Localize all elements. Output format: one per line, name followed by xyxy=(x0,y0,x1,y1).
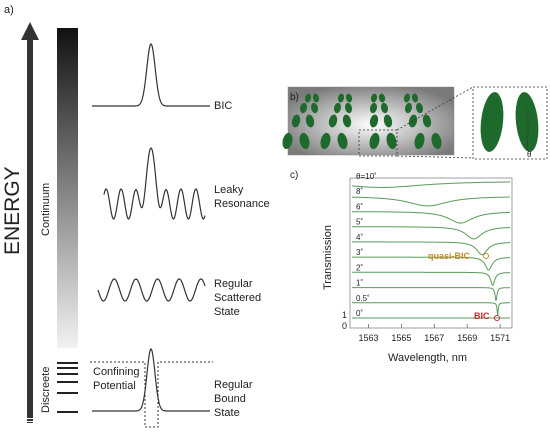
x-tick-label: 1569 xyxy=(457,333,477,343)
y-tick-1: 1 xyxy=(342,310,347,320)
metasurface-ellipse xyxy=(345,102,352,114)
transmission-curve xyxy=(352,181,510,188)
metasurface-ellipse xyxy=(414,132,425,150)
angle-label: θ=10˚ xyxy=(356,172,377,181)
angle-label: 5˚ xyxy=(356,218,363,227)
discrete-levels xyxy=(57,362,78,413)
metasurface-view xyxy=(282,86,474,159)
metasurface-ellipse xyxy=(337,132,348,150)
y-axis-label: Transmission xyxy=(322,225,334,290)
metasurface-ellipse xyxy=(300,102,307,114)
leaky-resonance-waveform xyxy=(103,147,206,220)
angle-label: 1˚ xyxy=(356,279,363,288)
transmission-curve xyxy=(352,196,510,207)
x-axis-label: Wavelength, nm xyxy=(388,352,467,364)
angle-label: 4˚ xyxy=(356,233,363,242)
metasurface-ellipse xyxy=(311,102,318,114)
metasurface-ellipse xyxy=(381,102,388,114)
metasurface-ellipse xyxy=(305,114,315,128)
angle-label: 2˚ xyxy=(356,263,363,272)
bound-label-3: State xyxy=(214,407,240,419)
leaky-label-2: Resonance xyxy=(214,198,270,210)
confining-label-1: Confining xyxy=(93,366,139,378)
discreete-label: Discreete xyxy=(40,367,52,413)
theta-symbol: θ xyxy=(527,150,532,159)
metasurface-ellipse xyxy=(369,132,380,150)
metasurface-ellipse xyxy=(411,93,419,103)
metasurface-ellipse xyxy=(304,93,312,103)
angle-label: 6˚ xyxy=(356,202,363,211)
metasurface-ellipse xyxy=(431,132,442,150)
confining-potential-well xyxy=(90,361,213,428)
bic-marker xyxy=(493,314,501,322)
panel-c-tag: c) xyxy=(290,170,298,181)
metasurface-ellipse xyxy=(345,93,353,103)
metasurface-ellipse xyxy=(328,114,338,128)
scattered-state-waveform xyxy=(97,278,206,302)
metasurface-ellipse xyxy=(320,132,331,150)
metasurface-ellipse xyxy=(370,93,378,103)
transmission-curve xyxy=(352,287,510,301)
metasurface-ellipse xyxy=(378,93,386,103)
metasurface-ellipse xyxy=(291,114,301,128)
bound-label-1: Regular xyxy=(214,379,253,391)
angle-label: 3˚ xyxy=(356,248,363,257)
metasurface-ellipse xyxy=(282,132,293,150)
transmission-curve xyxy=(352,271,510,286)
x-tick-label: 1565 xyxy=(391,333,411,343)
metasurface-ellipse xyxy=(386,132,397,150)
continuum-bar xyxy=(57,28,78,348)
metasurface-ellipse xyxy=(403,93,411,103)
metasurface-ellipse xyxy=(337,93,345,103)
quasi-bic-annotation: quasi-BIC xyxy=(428,251,471,261)
metasurface-ellipse xyxy=(383,114,393,128)
x-tick-label: 1567 xyxy=(424,333,444,343)
angle-label: 0˚ xyxy=(356,309,363,318)
bound-state-waveform xyxy=(92,348,210,412)
metasurface-ellipse xyxy=(370,102,377,114)
metasurface-ellipse xyxy=(408,114,418,128)
unit-cell-zoom xyxy=(472,86,548,160)
transmission-chart: 1563 1565 1567 1569 1571 θ=10˚ 8˚ 6˚ 5˚ 4˚ 3˚ 2˚ 1˚ 0… xyxy=(349,172,513,343)
bic-annotation: BIC xyxy=(474,311,490,321)
transmission-curve xyxy=(352,302,510,316)
bic-label: BIC xyxy=(214,100,232,112)
bound-label-2: Bound xyxy=(214,393,246,405)
metasurface-ellipse xyxy=(405,102,412,114)
transmission-curve xyxy=(352,226,510,240)
metasurface-ellipse xyxy=(334,102,341,114)
metasurface-ellipse xyxy=(299,132,310,150)
scattered-label-3: State xyxy=(214,306,240,318)
metasurface-ellipse xyxy=(416,102,423,114)
transmission-curve xyxy=(352,256,510,271)
leaky-label-1: Leaky xyxy=(214,184,244,196)
panel-a-tag: a) xyxy=(4,4,14,16)
metasurface-ellipse xyxy=(369,114,379,128)
energy-label: ENERGY xyxy=(1,166,24,255)
scattered-label-2: Scattered xyxy=(214,292,261,304)
scattered-label-1: Regular xyxy=(214,278,253,290)
quasi-bic-marker xyxy=(482,252,490,260)
x-tick-label: 1571 xyxy=(490,333,510,343)
bic-waveform xyxy=(92,43,210,107)
panel-b-tag: b) xyxy=(290,92,299,103)
y-tick-0: 0 xyxy=(342,321,347,331)
metasurface-ellipse xyxy=(422,114,432,128)
angle-label: 0.5˚ xyxy=(356,294,370,303)
transmission-curve xyxy=(352,211,510,224)
zoom-line-bottom xyxy=(396,155,474,159)
zoom-line-top xyxy=(396,86,474,131)
x-tick-label: 1563 xyxy=(358,333,378,343)
metasurface-ellipse xyxy=(312,93,320,103)
energy-arrow xyxy=(21,22,39,428)
confining-label-2: Potential xyxy=(93,380,136,392)
continuum-label: Continuum xyxy=(40,183,52,236)
angle-label: 8˚ xyxy=(356,187,363,196)
metasurface-ellipse xyxy=(342,114,352,128)
